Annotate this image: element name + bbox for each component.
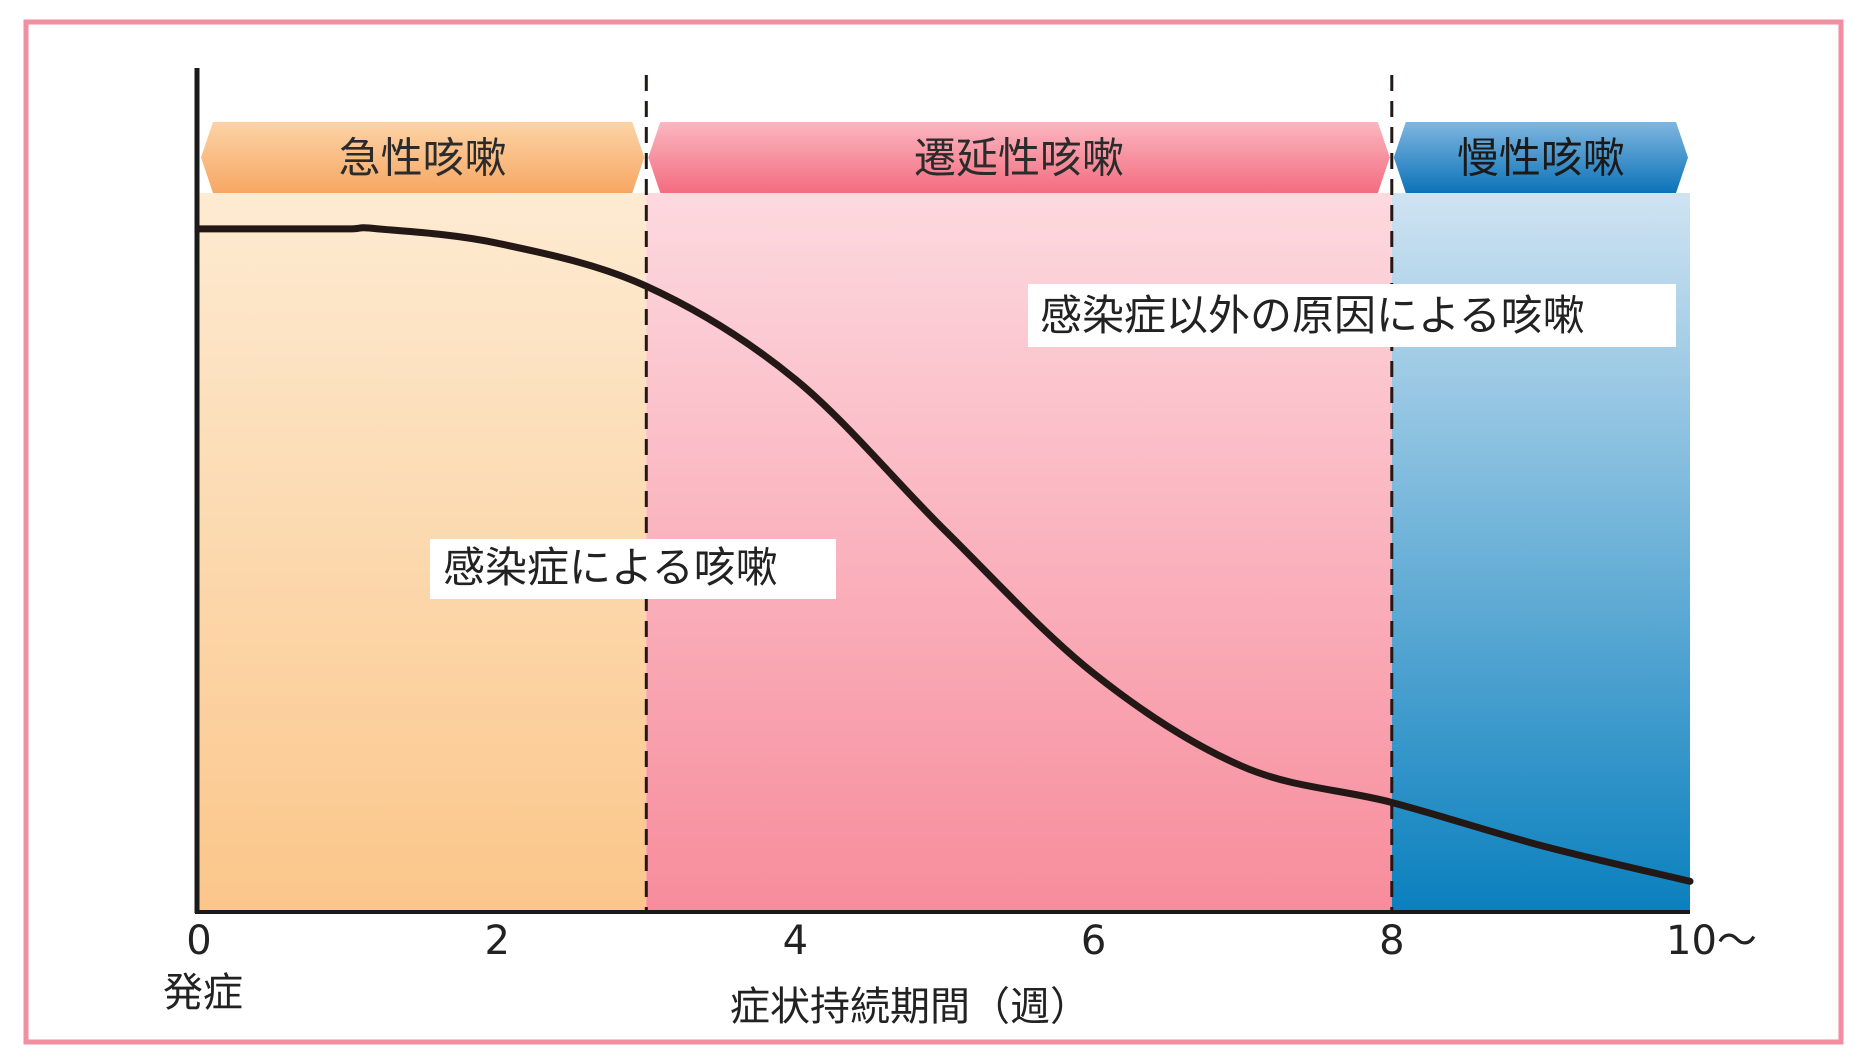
annotation-infectious: 感染症による咳嗽 — [443, 543, 778, 592]
annotation-non-infectious: 感染症以外の原因による咳嗽 — [1040, 291, 1585, 340]
x-tick-label: 10〜 — [1666, 918, 1757, 964]
phase-label-1: 遷延性咳嗽 — [914, 134, 1124, 183]
phase-boundaries — [644, 75, 1394, 910]
x-axis-label: 症状持続期間（週） — [730, 984, 1090, 1030]
phase-tab-0 — [201, 122, 645, 193]
phase-tab-1 — [648, 122, 1390, 193]
x-tick-label: 4 — [783, 918, 808, 964]
x-tick-label: 8 — [1379, 918, 1404, 964]
x-origin-sublabel: 発症 — [163, 970, 243, 1016]
axes — [194, 68, 1690, 914]
annotations: 感染症による咳嗽 感染症以外の原因による咳嗽 — [430, 284, 1676, 599]
phase-tabs: 急性咳嗽 遷延性咳嗽 慢性咳嗽 — [201, 122, 1688, 193]
x-tick-label: 0 — [186, 918, 211, 964]
phase-tab-2 — [1393, 122, 1688, 193]
x-tick-label: 2 — [484, 918, 509, 964]
phase-label-0: 急性咳嗽 — [339, 134, 507, 183]
x-tick-label: 6 — [1081, 918, 1106, 964]
annotation-non-infectious-box — [1028, 284, 1676, 347]
phase-label-2: 慢性咳嗽 — [1457, 134, 1625, 183]
cough-curve — [195, 224, 1694, 885]
annotation-infectious-box — [430, 539, 836, 599]
x-tick-labels: 0 2 4 6 8 10〜 — [186, 918, 1757, 964]
